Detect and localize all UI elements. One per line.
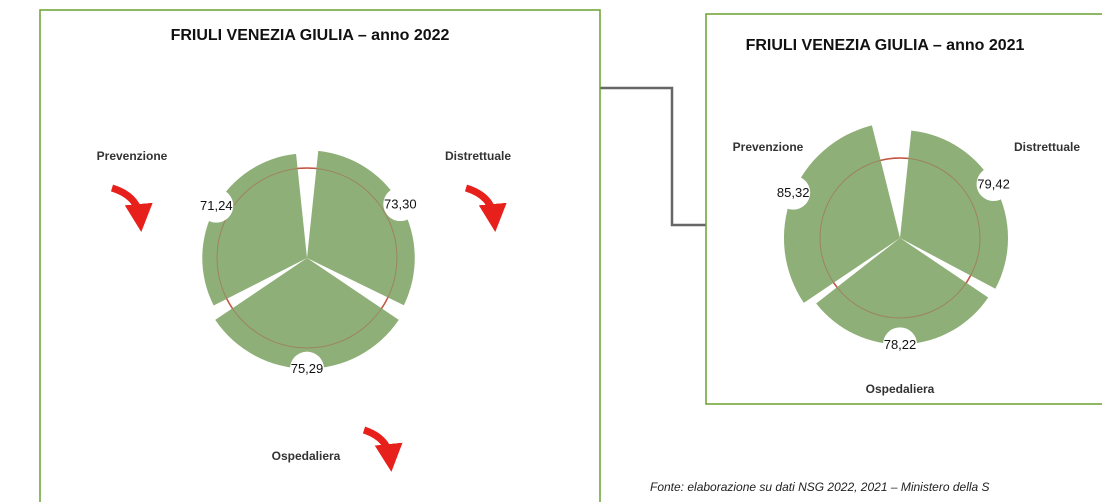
arrow — [362, 426, 403, 472]
category-label: Prevenzione — [733, 140, 804, 154]
value-label: 78,22 — [884, 337, 917, 352]
label-badge — [976, 166, 1011, 201]
arrows — [110, 184, 507, 472]
category-label: Distrettuale — [445, 149, 511, 163]
label-badge — [199, 188, 234, 223]
label-badge — [883, 327, 917, 362]
category-label: Ospedaliera — [272, 449, 341, 463]
value-label: 71,24 — [200, 198, 233, 213]
sector — [307, 150, 415, 306]
chart-title: FRIULI VENEZIA GIULIA – anno 2022 — [171, 27, 450, 44]
sector — [215, 258, 399, 369]
category-label: Prevenzione — [97, 149, 168, 163]
category-label: Ospedaliera — [866, 382, 935, 396]
sector — [900, 130, 1009, 289]
label-badge — [290, 351, 324, 386]
label-badge — [383, 187, 418, 222]
value-label: 75,29 — [291, 361, 324, 376]
value-label: 79,42 — [977, 176, 1010, 191]
sector — [816, 238, 989, 345]
inner-ring — [819, 157, 981, 319]
chart-title: FRIULI VENEZIA GIULIA – anno 2021 — [746, 37, 1025, 54]
value-label: 73,30 — [384, 197, 417, 212]
category-label: Distrettuale — [1014, 140, 1080, 154]
connector — [600, 86, 706, 227]
source-note: Fonte: elaborazione su dati NSG 2022, 20… — [650, 480, 990, 494]
arrow — [464, 184, 507, 232]
sector — [783, 125, 900, 303]
sector — [202, 153, 307, 306]
inner-ring — [216, 167, 398, 349]
label-badge — [776, 175, 811, 210]
arrow — [110, 184, 153, 232]
value-label: 85,32 — [777, 185, 810, 200]
